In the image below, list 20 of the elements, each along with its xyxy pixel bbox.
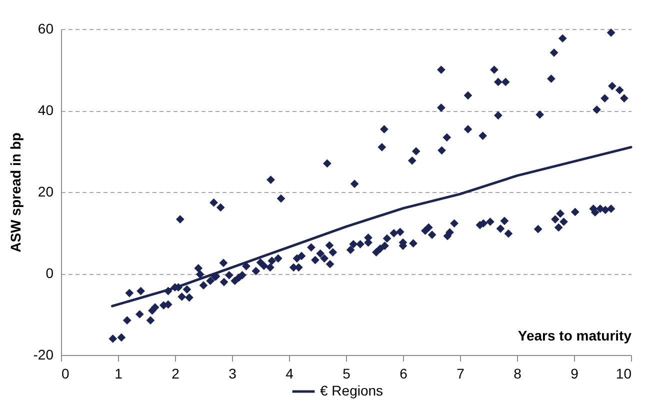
y-tick-label: 60	[38, 20, 54, 36]
x-axis-title: Years to maturity	[518, 328, 632, 344]
x-tick-label: 0	[62, 366, 70, 382]
x-tick-label: 3	[228, 366, 237, 382]
x-tick-label: 4	[286, 366, 294, 382]
y-tick-label: 40	[38, 102, 54, 118]
x-tick-label: 8	[514, 366, 522, 382]
x-tick-label: 10	[616, 366, 632, 382]
x-tick-label: 5	[342, 366, 351, 382]
x-tick-label: 9	[570, 366, 579, 382]
y-axis-title: ASW spread in bp	[7, 132, 24, 252]
line-series	[111, 146, 632, 308]
y-tick-label: 0	[46, 265, 54, 281]
y-tick-label: -20	[33, 346, 54, 362]
x-tick-label: 7	[456, 366, 465, 382]
legend-label: € Regions	[320, 382, 384, 398]
x-tick-label: 2	[172, 366, 180, 382]
x-tick-label: 1	[114, 366, 123, 382]
x-tick-label: 6	[400, 366, 408, 382]
y-tick-label: 20	[38, 184, 54, 200]
